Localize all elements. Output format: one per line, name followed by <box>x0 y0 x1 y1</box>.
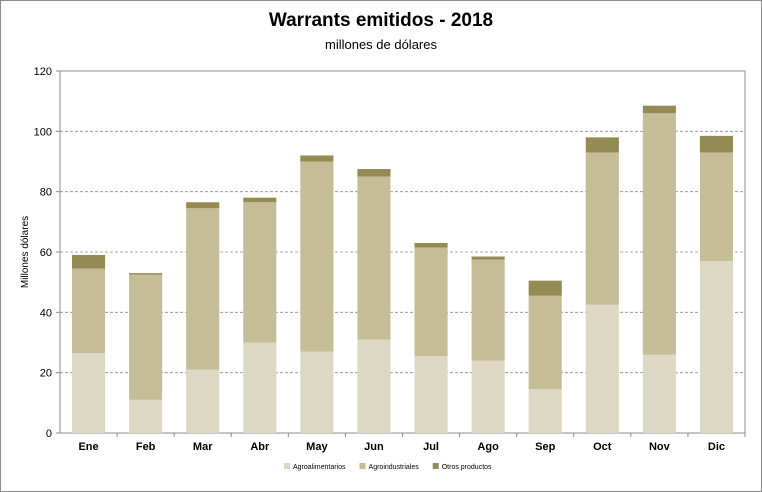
bar-oct-series-1 <box>585 304 619 433</box>
x-tick-label: Sep <box>535 441 555 453</box>
y-axis-label: Millones dólares <box>20 216 31 288</box>
bar-dic-series-3 <box>699 135 734 153</box>
bar-abr-series-3 <box>243 197 277 203</box>
chart-title: Warrants emitidos - 2018 <box>268 10 494 31</box>
bar-sep-series-1 <box>528 389 562 433</box>
legend: Agroalimentarios Agroindustriales Otros pr… <box>284 463 492 471</box>
legend-swatch <box>284 463 290 469</box>
bar-nov-series-1 <box>642 354 676 433</box>
x-tick-label: May <box>306 441 328 453</box>
x-tick-label: Oct <box>593 441 612 453</box>
bar-mar-series-3 <box>186 202 220 209</box>
bar-ene-series-1 <box>71 353 106 433</box>
bars <box>71 105 734 433</box>
bar-feb-series-1 <box>129 399 163 433</box>
bar-mar-series-1 <box>186 369 220 433</box>
bar-sep-series-3 <box>528 280 562 296</box>
bar-dic-series-1 <box>699 261 734 433</box>
bar-ago-series-2 <box>471 259 505 361</box>
y-tick-label: 20 <box>40 368 52 380</box>
y-tick-label: 40 <box>40 307 52 319</box>
legend-swatch <box>359 463 366 469</box>
bar-ago-series-1 <box>471 360 505 433</box>
chart-subtitle: millones de dólares <box>324 37 437 52</box>
x-tick-label: Nov <box>649 441 671 453</box>
legend-swatch <box>432 463 439 469</box>
bar-nov-series-2 <box>642 113 676 355</box>
bar-may-series-1 <box>300 351 334 433</box>
y-tick-label: 120 <box>34 66 52 78</box>
bar-jul-series-3 <box>414 242 448 248</box>
bar-jun-series-3 <box>357 169 391 177</box>
bar-sep-series-2 <box>528 295 562 390</box>
x-tick-label: Jul <box>423 441 439 453</box>
y-tick-label: 60 <box>40 247 52 259</box>
bar-feb-series-2 <box>129 274 163 400</box>
bar-jul-series-1 <box>414 356 448 433</box>
x-tick-label: Jun <box>364 441 384 453</box>
bar-oct-series-3 <box>585 137 619 153</box>
x-tick-label: Abr <box>250 441 270 453</box>
bar-mar-series-2 <box>186 208 220 370</box>
bar-oct-series-2 <box>585 152 619 305</box>
bar-nov-series-3 <box>642 105 676 114</box>
bar-ene-series-3 <box>71 255 106 269</box>
x-tick-label: Dic <box>708 441 725 453</box>
bar-jun-series-1 <box>357 339 391 433</box>
y-tick-label: 80 <box>40 187 52 199</box>
legend-label: Agroindustriales <box>369 464 420 471</box>
bar-jul-series-2 <box>414 247 448 357</box>
y-tick-label: 100 <box>34 126 52 138</box>
grid-lines <box>59 70 746 434</box>
bar-jun-series-2 <box>357 176 391 340</box>
axes: 0 20 40 60 80 100 120 Millones dólares Ene Feb Mar… <box>20 66 746 453</box>
bar-abr-series-2 <box>243 202 277 343</box>
bar-ago-series-3 <box>471 256 505 260</box>
bar-may-series-2 <box>300 161 334 352</box>
bar-dic-series-2 <box>699 152 734 262</box>
bar-abr-series-1 <box>243 342 277 433</box>
x-tick-label: Mar <box>193 441 213 453</box>
bar-may-series-3 <box>300 155 334 162</box>
x-tick-label: Ene <box>78 441 98 453</box>
y-tick-label: 0 <box>46 428 52 440</box>
x-tick-label: Ago <box>477 441 499 453</box>
legend-label: Otros productos <box>442 464 492 471</box>
bar-ene-series-2 <box>71 268 106 354</box>
x-tick-label: Feb <box>136 441 156 453</box>
bar-feb-series-3 <box>129 273 163 275</box>
legend-label: Agroalimentarios <box>293 464 346 471</box>
